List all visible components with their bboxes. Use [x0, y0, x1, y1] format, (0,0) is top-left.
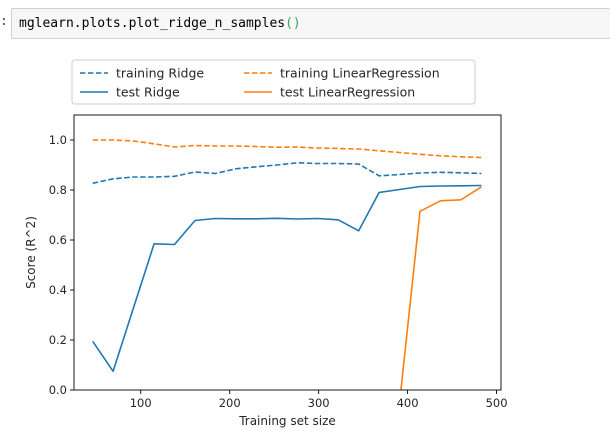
series-line-training-linearregression — [92, 139, 482, 159]
ridge-n-samples-chart: 100 200 300 400 500 0.0 0.2 0.4 0.6 0.8 1.0 Trainin… — [24, 59, 508, 428]
x-tick-label-100: 100 — [130, 396, 152, 410]
code-cell[interactable]: mglearn.plots.plot_ridge_n_samples() — [11, 8, 610, 39]
y-tick-label-0-4: 0.4 — [49, 283, 67, 297]
y-tick-label-0-0: 0.0 — [49, 383, 67, 397]
legend-label-test-ridge: test Ridge — [116, 85, 180, 100]
x-tick-label-500: 500 — [486, 396, 508, 410]
plot-frame — [73, 114, 502, 391]
code-parens: () — [285, 16, 301, 31]
y-tick-label-0-2: 0.2 — [49, 333, 67, 347]
y-tick-label-1-0: 1.0 — [49, 133, 67, 147]
cell-prompt: : — [0, 14, 8, 29]
legend-label-training-linearregression: training LinearRegression — [280, 66, 440, 81]
legend-label-test-linearregression: test LinearRegression — [280, 85, 415, 100]
x-axis-label: Training set size — [238, 414, 336, 428]
code-text: mglearn.plots.plot_ridge_n_samples — [19, 16, 286, 31]
legend-label-training-ridge: training Ridge — [116, 66, 204, 81]
x-tick-label-200: 200 — [219, 396, 241, 410]
x-tick-label-400: 400 — [397, 396, 419, 410]
series-line-test-ridge — [92, 184, 482, 373]
series-line-test-linearregression — [400, 186, 482, 390]
output-area: 100 200 300 400 500 0.0 0.2 0.4 0.6 0.8 1.0 Trainin… — [11, 48, 610, 436]
series-group — [92, 139, 482, 390]
legend-frame — [71, 59, 476, 105]
y-tick-label-0-8: 0.8 — [49, 183, 67, 197]
x-tick-label-300: 300 — [308, 396, 330, 410]
code-line[interactable]: mglearn.plots.plot_ridge_n_samples() — [19, 16, 301, 31]
legend: training Ridge test Ridge training LinearR… — [71, 59, 476, 105]
y-axis-label: Score (R^2) — [24, 216, 38, 289]
series-line-training-ridge — [92, 162, 482, 185]
y-tick-label-0-6: 0.6 — [49, 233, 67, 247]
